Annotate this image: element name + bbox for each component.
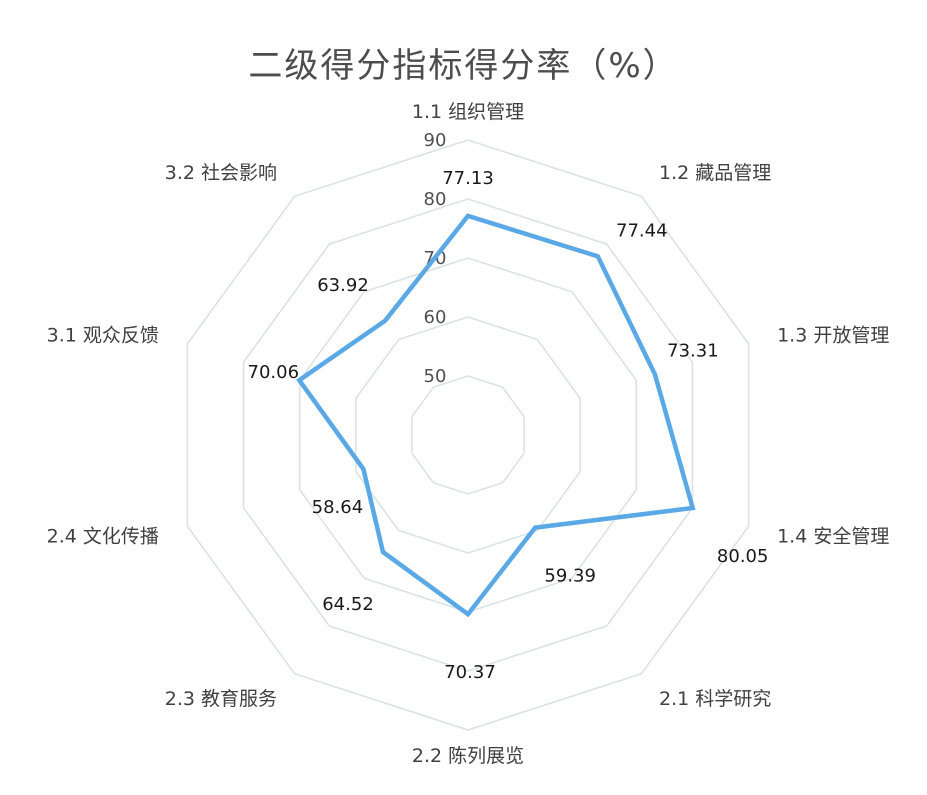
series-layer (296, 213, 696, 618)
value-label: 80.05 (717, 546, 769, 567)
chart-title: 二级得分指标得分率（%） (248, 46, 679, 86)
value-layer: 77.13 77.44 73.31 80.05 59.39 70.37 64.52 58.64… (248, 168, 769, 683)
category-label: 2.1 科学研究 (659, 688, 771, 710)
grid-ring-90 (186, 139, 750, 731)
value-label: 58.64 (312, 497, 364, 518)
r-tick-label: 90 (424, 130, 447, 151)
value-label: 77.13 (442, 168, 494, 189)
grid-ring-80 (242, 198, 694, 672)
value-label: 77.44 (616, 220, 668, 241)
grid-ring-50 (411, 375, 525, 495)
value-label: 64.52 (322, 594, 374, 615)
category-label: 2.2 陈列展览 (412, 745, 524, 767)
category-label: 2.4 文化传播 (47, 525, 159, 547)
value-label: 63.92 (317, 275, 369, 296)
r-tick-label: 80 (424, 189, 447, 210)
r-tick-label: 50 (424, 366, 447, 387)
value-label: 70.37 (444, 662, 496, 683)
value-label: 73.31 (667, 340, 719, 361)
grid-ring-70 (298, 257, 638, 613)
category-label: 1.3 开放管理 (777, 325, 889, 347)
category-layer: 1.1 组织管理 1.2 藏品管理 1.3 开放管理 1.4 安全管理 2.1 科学研究… (47, 101, 890, 767)
grid-ring-60 (354, 316, 582, 554)
category-label: 3.1 观众反馈 (47, 325, 159, 347)
series-polygon (296, 213, 696, 618)
value-label: 70.06 (248, 362, 300, 383)
category-label: 3.2 社会影响 (165, 162, 277, 184)
category-label: 1.2 藏品管理 (659, 162, 771, 184)
category-label: 1.4 安全管理 (777, 525, 889, 547)
value-label: 59.39 (544, 566, 596, 587)
r-tick-label: 60 (424, 307, 447, 328)
category-label: 2.3 教育服务 (165, 688, 277, 710)
category-label: 1.1 组织管理 (412, 101, 524, 123)
